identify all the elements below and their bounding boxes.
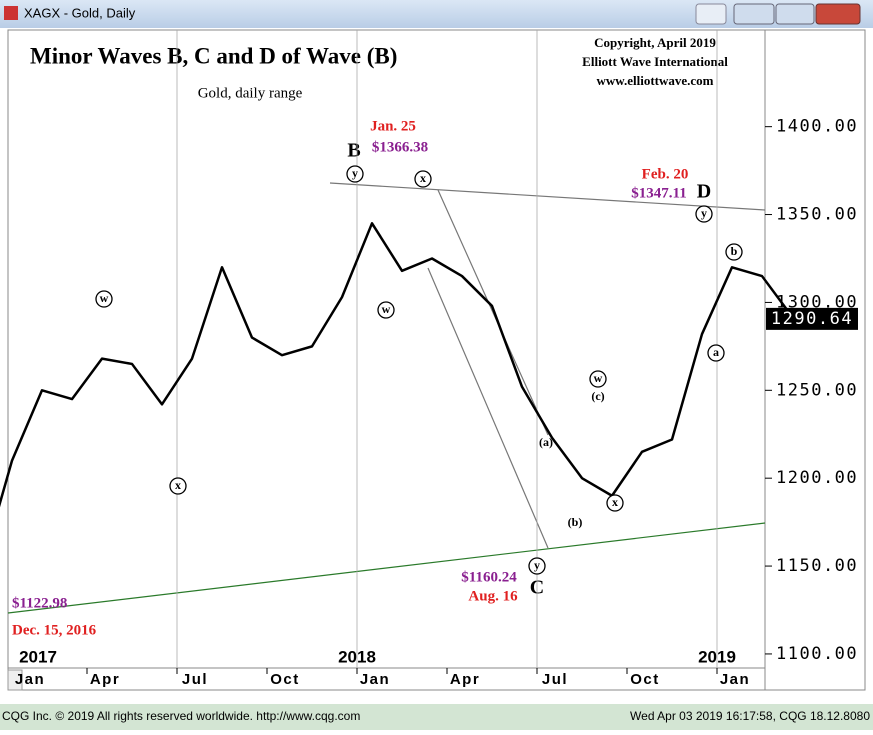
x-tick-label: Jul	[542, 671, 568, 688]
plot-area	[7, 29, 766, 669]
scroll-button[interactable]	[7, 669, 23, 691]
last-value-label: 1290.64	[771, 309, 853, 329]
annotation: Jan. 25	[370, 118, 416, 134]
maximize-button[interactable]	[775, 3, 815, 25]
wave-text: x	[420, 171, 426, 185]
wave-text: y	[534, 558, 540, 572]
wave-text: y	[352, 166, 358, 180]
window-title: XAGX - Gold, Daily	[24, 5, 136, 20]
x-tick-label: Jan	[720, 671, 750, 688]
annotation: D	[697, 181, 711, 203]
title-bar	[0, 0, 873, 28]
wave-text: a	[713, 345, 719, 359]
x-tick-label: Apr	[90, 671, 120, 688]
wave-label: y	[695, 205, 713, 223]
close-button[interactable]	[815, 3, 861, 25]
copyright: Copyright, April 2019	[594, 35, 716, 50]
wave-text: w	[100, 291, 109, 305]
wave-label: w	[377, 301, 395, 319]
wave-text: (c)	[591, 389, 604, 403]
status-bar	[0, 704, 873, 730]
wave-label: x	[414, 170, 432, 188]
copyright: www.elliottwave.com	[597, 73, 714, 88]
x-tick-label: Oct	[630, 671, 660, 688]
wave-label: y	[528, 557, 546, 575]
wave-circle	[606, 494, 624, 512]
wave-label: (c)	[591, 389, 604, 403]
wave-circle	[95, 290, 113, 308]
subtitle: Gold, daily range	[198, 85, 303, 101]
wave-text: (b)	[568, 515, 583, 529]
wave-circle	[377, 301, 395, 319]
annotation: Dec. 15, 2016	[12, 622, 97, 638]
annotation: $1347.11	[631, 185, 686, 201]
wave-circle	[528, 557, 546, 575]
annotation: B	[347, 140, 360, 162]
annotation: $1366.38	[372, 139, 428, 155]
x-tick-label: Jul	[182, 671, 208, 688]
y-tick-label: 1250.00	[776, 380, 858, 400]
wave-text: x	[175, 478, 181, 492]
wave-circle	[414, 170, 432, 188]
x-tick-label: Jan	[15, 671, 45, 688]
minimize-button[interactable]	[733, 3, 775, 25]
wave-label: b	[725, 243, 743, 261]
y-tick-label: 1200.00	[776, 468, 858, 488]
price-line	[0, 222, 794, 508]
app-icon	[4, 6, 18, 20]
wave-text: w	[594, 371, 603, 385]
last-value-box	[766, 307, 858, 330]
x-tick-label: Jan	[360, 671, 390, 688]
year-label: 2018	[338, 647, 376, 666]
channel-line	[427, 267, 549, 549]
wave-circle	[589, 370, 607, 388]
wave-label: x	[169, 477, 187, 495]
wave-circle	[725, 243, 743, 261]
y-tick-label: 1150.00	[776, 556, 858, 576]
pin-button[interactable]	[695, 3, 727, 25]
channel-line	[437, 189, 549, 436]
footer-right: Wed Apr 03 2019 16:17:58, CQG 18.12.8080	[630, 709, 870, 723]
year-label: 2019	[698, 647, 736, 666]
wave-label: x	[606, 494, 624, 512]
y-tick-label: 1350.00	[776, 205, 858, 225]
copyright: Elliott Wave International	[582, 54, 728, 69]
wave-text: w	[382, 302, 391, 316]
wave-text: (a)	[539, 435, 553, 449]
annotation: Feb. 20	[642, 166, 689, 182]
wave-circle	[169, 477, 187, 495]
trendline	[7, 522, 766, 614]
wave-label: (b)	[568, 515, 583, 529]
wave-text: x	[612, 495, 618, 509]
wave-text: y	[701, 206, 707, 220]
annotation: $1160.24	[461, 569, 517, 585]
wave-circle	[695, 205, 713, 223]
wave-label: y	[346, 165, 364, 183]
wave-text: b	[731, 244, 738, 258]
wave-label: w	[95, 290, 113, 308]
wave-label: (a)	[539, 435, 553, 449]
y-tick-label: 1300.00	[776, 292, 858, 312]
y-axis-area	[764, 29, 866, 691]
y-tick-label: 1400.00	[776, 117, 858, 137]
chart-title: Minor Waves B, C and D of Wave (B)	[30, 43, 397, 68]
wave-label: w	[589, 370, 607, 388]
y-tick-label: 1100.00	[776, 644, 858, 664]
wave-circle	[707, 344, 725, 362]
wave-label: a	[707, 344, 725, 362]
trendline	[329, 182, 766, 211]
annotation: $1122.98	[12, 595, 67, 611]
wave-circle	[346, 165, 364, 183]
x-tick-label: Apr	[450, 671, 480, 688]
footer-left: CQG Inc. © 2019 All rights reserved worl…	[2, 709, 360, 723]
year-label: 2017	[19, 647, 57, 666]
annotation: Aug. 16	[468, 588, 518, 604]
x-tick-label: Oct	[270, 671, 300, 688]
